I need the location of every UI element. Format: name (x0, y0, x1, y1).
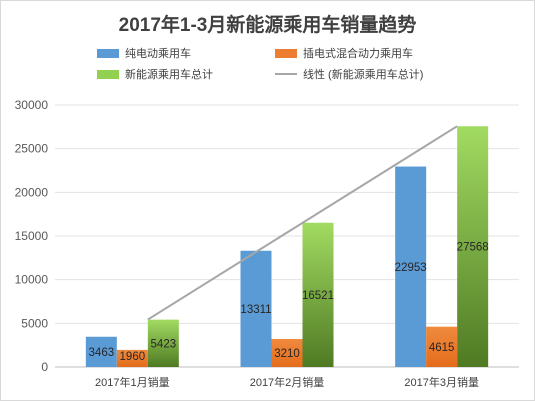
y-tick-label-2: 10000 (15, 273, 49, 287)
y-tick-label-1: 5000 (21, 316, 48, 330)
bar-s2-c3 (426, 326, 458, 367)
x-tick-label-3: 2017年3月销量 (404, 375, 479, 389)
legend-label-series-3: 新能源乘用车总计 (125, 69, 213, 81)
legend-item-series-3: 新能源乘用车总计 (97, 67, 213, 81)
chart-title: 2017年1-3月新能源乘用车销量趋势 (118, 15, 417, 36)
data-label-s1-c2: 13311 (240, 304, 271, 316)
data-label-s2-c3: 4615 (429, 342, 455, 354)
bar-s1-c1 (85, 336, 117, 367)
legend-swatch-series-2 (275, 48, 297, 58)
data-label-s1-c3: 22953 (395, 262, 427, 274)
legend-swatch-series-1 (97, 48, 119, 58)
legend-label-series-2: 插电式混合动力乘用车 (303, 48, 413, 60)
data-label-s3-c2: 16521 (302, 290, 334, 302)
legend-item-series-1: 纯电动乘用车 (97, 46, 191, 60)
data-label-s3-c1: 5423 (151, 338, 177, 350)
bar-s2-c1 (116, 349, 148, 367)
x-tick-label-1: 2017年1月销量 (95, 375, 170, 389)
data-label-s2-c2: 3210 (274, 348, 300, 360)
bar-s2-c2 (271, 338, 303, 367)
legend-item-series-2: 插电式混合动力乘用车 (275, 46, 413, 60)
y-tick-label-5: 25000 (15, 142, 49, 156)
legend-item-trendline: 线性 (新能源乘用车总计) (275, 67, 423, 81)
legend-label-trendline: 线性 (新能源乘用车总计) (303, 69, 424, 81)
data-label-s2-c1: 1960 (120, 351, 146, 363)
bar-s3-c3 (457, 126, 489, 367)
bar-s3-c1 (147, 319, 179, 367)
legend-label-series-1: 纯电动乘用车 (125, 48, 191, 60)
legend-swatch-trendline (275, 73, 297, 75)
y-tick-label-0: 0 (41, 360, 48, 374)
y-tick-label-3: 15000 (15, 229, 49, 243)
bar-s3-c2 (302, 222, 334, 367)
trendline (147, 125, 458, 321)
x-tick-label-2: 2017年2月销量 (250, 375, 325, 389)
bar-s1-c3 (395, 166, 427, 367)
data-label-s3-c3: 27568 (457, 242, 489, 254)
bar-s1-c2 (240, 250, 272, 367)
data-label-s1-c1: 3463 (89, 347, 115, 359)
y-tick-label-6: 30000 (15, 98, 49, 112)
legend-swatch-series-3 (97, 69, 119, 79)
y-tick-label-4: 20000 (15, 185, 49, 199)
